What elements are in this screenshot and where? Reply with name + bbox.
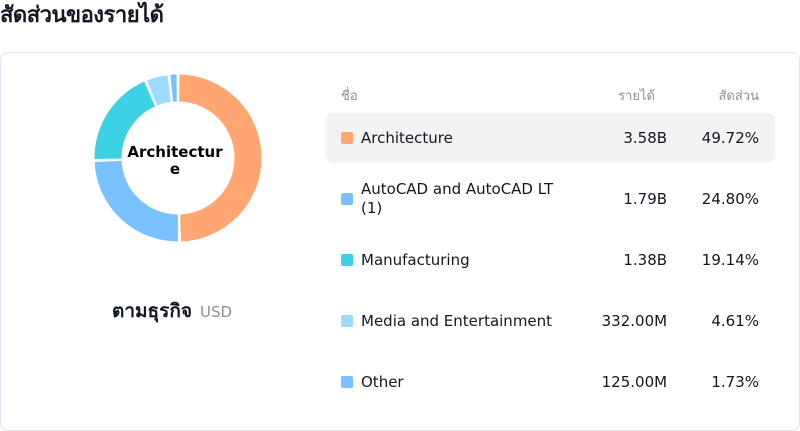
table-row-other[interactable]: Other 125.00M 1.73%	[325, 357, 775, 407]
caption-breakdown-name: ตามธุรกิจ	[112, 300, 192, 322]
donut-slice-autocad-and-autocad-lt-1[interactable]	[93, 159, 179, 243]
table-header: ชื่อ รายได้ สัดส่วน	[325, 82, 775, 108]
donut-chart	[92, 72, 264, 244]
header-share: สัดส่วน	[718, 88, 760, 104]
row-revenue: 332.00M	[601, 312, 668, 330]
caption-currency: USD	[199, 303, 233, 321]
row-revenue: 125.00M	[601, 373, 668, 391]
breakdown-table: ชื่อ รายได้ สัดส่วน Architecture 3.58B 4…	[325, 82, 775, 418]
row-name: Manufacturing	[361, 250, 470, 269]
chart-caption: ตามธุรกิจ USD	[112, 296, 232, 326]
donut-slice-architecture[interactable]	[178, 73, 263, 243]
table-row-autocad[interactable]: AutoCAD and AutoCAD LT (1) 1.79B 24.80%	[325, 174, 775, 224]
donut-slice-media-and-entertainment[interactable]	[145, 74, 172, 107]
row-revenue: 1.79B	[623, 190, 668, 208]
row-share: 1.73%	[711, 373, 759, 391]
row-share: 24.80%	[701, 190, 759, 208]
row-share: 49.72%	[701, 129, 759, 147]
page-title: สัดส่วนของรายได้	[0, 3, 164, 28]
legend-swatch	[341, 132, 353, 144]
row-name: Other	[361, 372, 404, 391]
header-name: ชื่อ	[341, 88, 358, 104]
donut-slice-manufacturing[interactable]	[93, 80, 157, 161]
row-name: AutoCAD and AutoCAD LT (1)	[361, 180, 554, 217]
row-name: Media and Entertainment	[361, 311, 553, 330]
table-row-media-entertainment[interactable]: Media and Entertainment 332.00M 4.61%	[325, 296, 775, 346]
donut-slice-other[interactable]	[169, 73, 178, 103]
row-share: 4.61%	[711, 312, 759, 330]
donut-chart-svg	[93, 73, 263, 243]
legend-swatch	[341, 193, 353, 205]
row-name: Architecture	[361, 128, 453, 147]
table-row-architecture[interactable]: Architecture 3.58B 49.72%	[325, 113, 775, 163]
legend-swatch	[341, 315, 353, 327]
donut-center-label: Architecture	[127, 143, 223, 178]
row-share: 19.14%	[701, 251, 759, 269]
table-row-manufacturing[interactable]: Manufacturing 1.38B 19.14%	[325, 235, 775, 285]
header-revenue: รายได้	[618, 88, 655, 104]
legend-swatch	[341, 376, 353, 388]
row-revenue: 3.58B	[623, 129, 668, 147]
legend-swatch	[341, 254, 353, 266]
row-revenue: 1.38B	[623, 251, 668, 269]
